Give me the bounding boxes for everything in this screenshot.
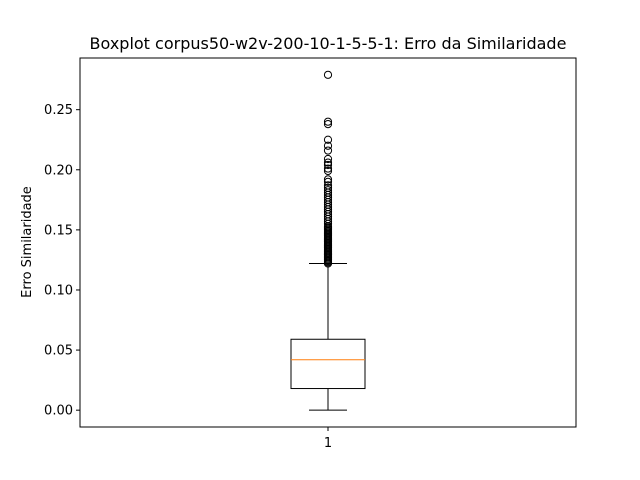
outlier-point — [323, 135, 333, 144]
outlier-point — [323, 183, 333, 192]
outlier-point — [323, 181, 333, 190]
x-tick-label: 1 — [324, 436, 332, 451]
outlier-point — [323, 70, 333, 79]
y-tick-label: 0.15 — [44, 223, 73, 238]
outlier-point — [323, 175, 333, 184]
chart-title: Boxplot corpus50-w2v-200-10-1-5-5-1: Err… — [90, 34, 567, 53]
iqr-box — [290, 338, 366, 390]
y-tick-label: 0.25 — [44, 103, 73, 118]
y-tick-label: 0.05 — [44, 344, 73, 359]
outlier-point — [323, 154, 333, 164]
outlier-point — [323, 166, 333, 176]
y-axis-label: Erro Similaridade — [20, 186, 35, 298]
outlier-point — [323, 120, 333, 129]
outlier-point — [323, 141, 333, 150]
outlier-point — [323, 160, 333, 170]
outlier-point — [323, 177, 333, 186]
outlier-point — [323, 186, 333, 195]
plot-area: 0.00 0.05 0.10 0.15 0.20 0.25 1 — [44, 57, 577, 451]
outlier-point — [323, 117, 333, 126]
axes-frame — [79, 57, 577, 428]
outlier-point — [323, 146, 333, 155]
y-tick-label: 0.10 — [44, 283, 73, 298]
y-tick-label: 0.20 — [44, 163, 73, 178]
y-tick-label: 0.00 — [44, 404, 73, 419]
outlier-point — [323, 158, 333, 167]
outlier-point — [323, 164, 333, 173]
